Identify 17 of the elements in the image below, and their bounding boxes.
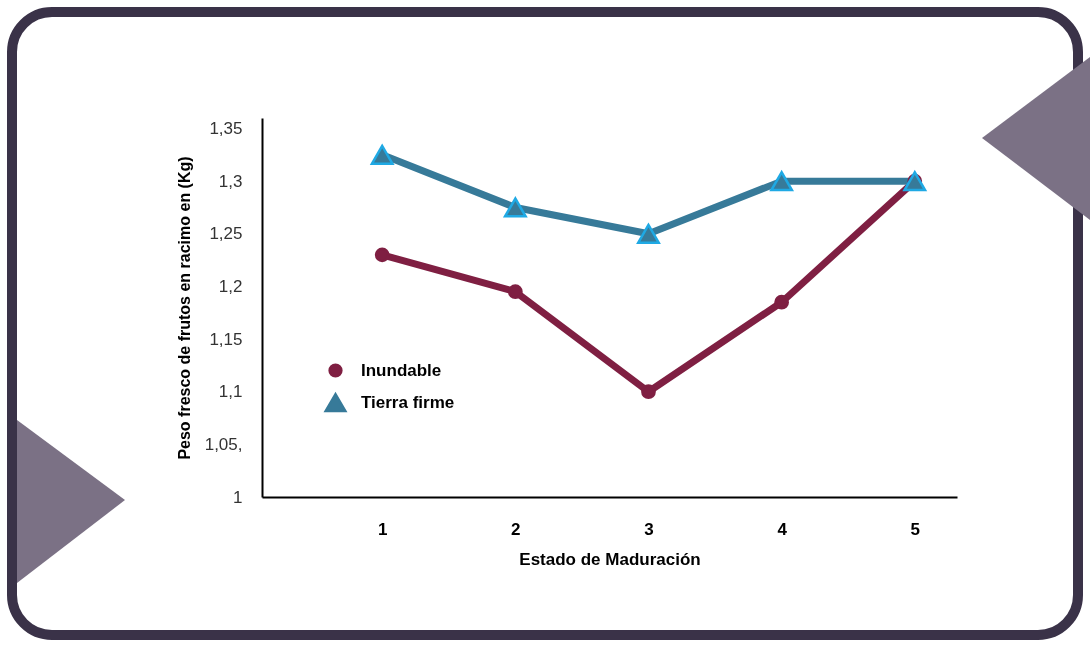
y-tick-label: 1,05, xyxy=(204,434,243,454)
y-tick-label: 1,25 xyxy=(209,224,243,244)
x-tick-label: 2 xyxy=(511,519,521,539)
y-tick-label: 1,1 xyxy=(218,382,243,402)
y-axis-title: Peso fresco de frutos en racimo en (Kg) xyxy=(175,156,193,460)
x-tick-label: 5 xyxy=(910,519,920,539)
legend-label: Inundable xyxy=(361,360,442,380)
x-tick-label: 4 xyxy=(777,519,788,539)
x-tick-label: 1 xyxy=(377,519,388,539)
y-tick-label: 1,35 xyxy=(209,119,243,139)
legend-label: Tierra firme xyxy=(361,392,455,412)
x-axis-title: Estado de Maduración xyxy=(519,549,701,569)
y-tick-label: 1,15 xyxy=(209,329,243,349)
y-tick-label: 1,2 xyxy=(218,276,243,296)
y-tick-label: 1 xyxy=(233,487,243,507)
y-tick-label: 1,3 xyxy=(218,171,243,191)
x-tick-label: 3 xyxy=(644,519,654,539)
